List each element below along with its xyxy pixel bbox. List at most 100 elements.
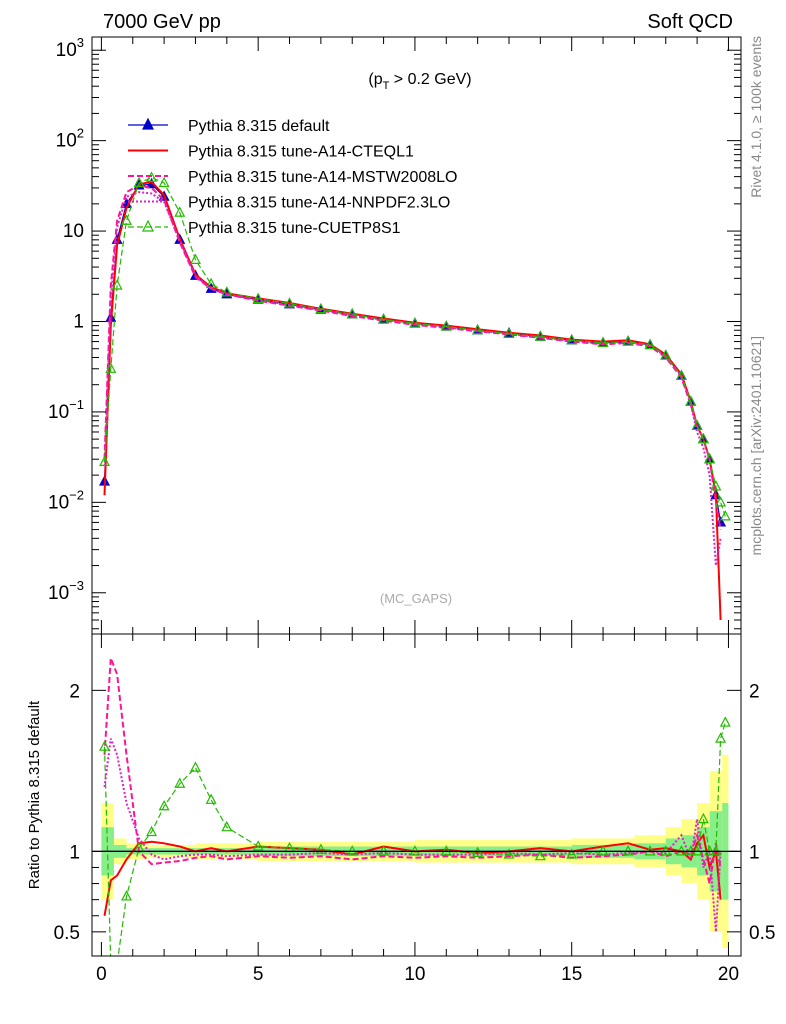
main-marker-cuetp8s1 [440,320,452,331]
main-ytick-label: 10 [63,221,84,242]
ratio-xtick-label: 10 [404,964,425,985]
main-marker-cuetp8s1 [346,308,358,319]
ratio-marker-cuetp8s1 [534,849,546,861]
ratio-panel: 0.5 0.5 1 1 2 2 0 5 10 15 20 Ratio to Pythia 8.31… [26,633,776,985]
main-ytick-label: 10−1 [48,397,84,423]
ratio-marker-cuetp8s1 [704,845,716,856]
ratio-ytick-label: 0.5 [54,923,80,944]
main-ytick-label: 1 [73,311,84,332]
main-marker-cuetp8s1 [691,419,703,431]
ratio-marker-cuetp8s1 [315,843,327,854]
main-marker-cuetp8s1 [697,432,709,444]
ratio-marker-cuetp8s1 [685,845,697,856]
ratio-marker-cuetp8s1 [106,959,115,968]
ratio-y-axis: 0.5 0.5 1 1 2 2 [54,681,776,944]
main-marker-cuetp8s1 [205,277,217,289]
watermark: (MC_GAPS) [380,591,452,606]
legend-label-default: Pythia 8.315 default [188,118,330,135]
ratio-marker-cuetp8s1 [691,845,703,856]
main-marker-cuetp8s1 [158,176,170,188]
ratio-ylabel: Ratio to Pythia 8.315 default [26,700,43,889]
ratio-marker-cuetp8s1 [409,845,421,856]
ratio-marker-cuetp8s1 [597,845,609,856]
ratio-ytick-label: 1 [69,842,80,863]
ratio-marker-cuetp8s1 [252,840,264,851]
main-marker-cuetp8s1 [704,452,716,464]
main-line-cteql1 [103,180,722,621]
ratio-ytick-label: 2 [69,681,80,702]
cut-pre: (p [368,71,382,88]
ratio-marker-cuetp8s1 [99,740,111,751]
main-marker-cuetp8s1 [221,286,233,297]
ratio-marker-cuetp8s1 [158,799,170,811]
main-line-mstw [103,184,722,530]
ratio-x-axis: 0 5 10 15 20 [96,634,739,985]
ratio-marker-cuetp8s1 [120,890,132,901]
ratio-ytick-label-right: 0.5 [749,923,775,944]
ratio-line-nnpdf [103,738,722,932]
main-marker-cuetp8s1 [409,317,421,328]
legend-label-cteql1: Pythia 8.315 tune-A14-CTEQL1 [188,144,414,161]
legend-label-cuetp8s1: Pythia 8.315 tune-CUETP8S1 [188,220,401,237]
main-marker-cuetp8s1 [252,292,264,303]
main-marker-cuetp8s1 [675,369,687,381]
main-y-axis: 10−3 10−2 10−1 1 10 102 103 [48,35,741,630]
ratio-marker-cuetp8s1 [622,845,634,856]
cut-annotation: (pT > 0.2 GeV) [368,71,471,92]
ratio-marker-cuetp8s1 [189,761,201,772]
legend-label-mstw: Pythia 8.315 tune-A14-MSTW2008LO [188,169,457,186]
ratio-marker-cuetp8s1 [378,845,390,856]
ratio-marker-cuetp8s1 [697,812,709,824]
ratio-marker-cuetp8s1 [660,845,672,856]
ratio-marker-cuetp8s1 [566,848,578,859]
main-marker-cuetp8s1 [719,510,731,521]
ratio-marker-cuetp8s1 [205,793,217,804]
main-marker-cuetp8s1 [378,313,390,324]
main-line-cuetp8s1 [103,176,726,517]
main-marker-cuetp8s1 [710,480,722,491]
header-right-title: Soft QCD [647,11,733,33]
ratio-marker-cuetp8s1 [644,845,656,856]
main-marker-cuetp8s1 [715,496,727,507]
main-marker-cuetp8s1 [622,335,634,346]
cut-sub: T [383,80,390,92]
ratio-series-group [92,657,741,968]
main-marker-cuetp8s1 [111,279,123,290]
main-marker-cuetp8s1 [174,206,186,217]
main-ytick-label: 102 [56,126,84,152]
ratio-marker-cuetp8s1 [710,845,722,856]
main-marker-cuetp8s1 [503,327,515,338]
ratio-xtick-label: 20 [718,964,739,985]
ratio-frame [91,633,742,957]
ratio-marker-cuetp8s1 [174,777,186,788]
main-ytick-label: 10−3 [48,578,84,604]
ratio-marker-cuetp8s1 [146,825,158,837]
main-marker-cuetp8s1 [284,297,296,308]
ratio-marker-cuetp8s1 [503,848,515,859]
ratio-xtick-label: 5 [253,964,264,985]
ratio-marker-cuetp8s1 [715,732,727,743]
ratio-ytick-label-right: 2 [749,681,760,702]
main-series-group [99,171,731,621]
main-marker-cuetp8s1 [644,338,656,350]
ratio-marker-cuetp8s1 [440,845,452,856]
main-marker-cuetp8s1 [133,176,145,188]
main-ytick-label: 10−2 [48,487,84,513]
legend: Pythia 8.315 default Pythia 8.315 tune-A1… [128,117,457,237]
main-ytick-label: 103 [56,35,84,61]
ratio-marker-cuetp8s1 [113,959,122,968]
main-line-nnpdf [103,191,722,566]
legend-label-nnpdf: Pythia 8.315 tune-A14-NNPDF2.3LO [188,195,450,212]
main-marker-cuetp8s1 [534,330,546,341]
ratio-xtick-label: 0 [96,964,107,985]
ratio-marker-cuetp8s1 [346,845,358,856]
ratio-marker-cuetp8s1 [472,846,484,858]
rivet-label: Rivet 4.1.0, ≥ 100k events [748,36,764,198]
main-marker-cuetp8s1 [685,395,697,406]
main-marker-cuetp8s1 [472,323,484,335]
mcplots-label: mcplots.cern.ch [arXiv:2401.10621] [748,336,764,555]
main-marker-cuetp8s1 [597,336,609,347]
main-marker-cuetp8s1 [660,349,672,360]
ratio-xtick-label: 15 [561,964,582,985]
